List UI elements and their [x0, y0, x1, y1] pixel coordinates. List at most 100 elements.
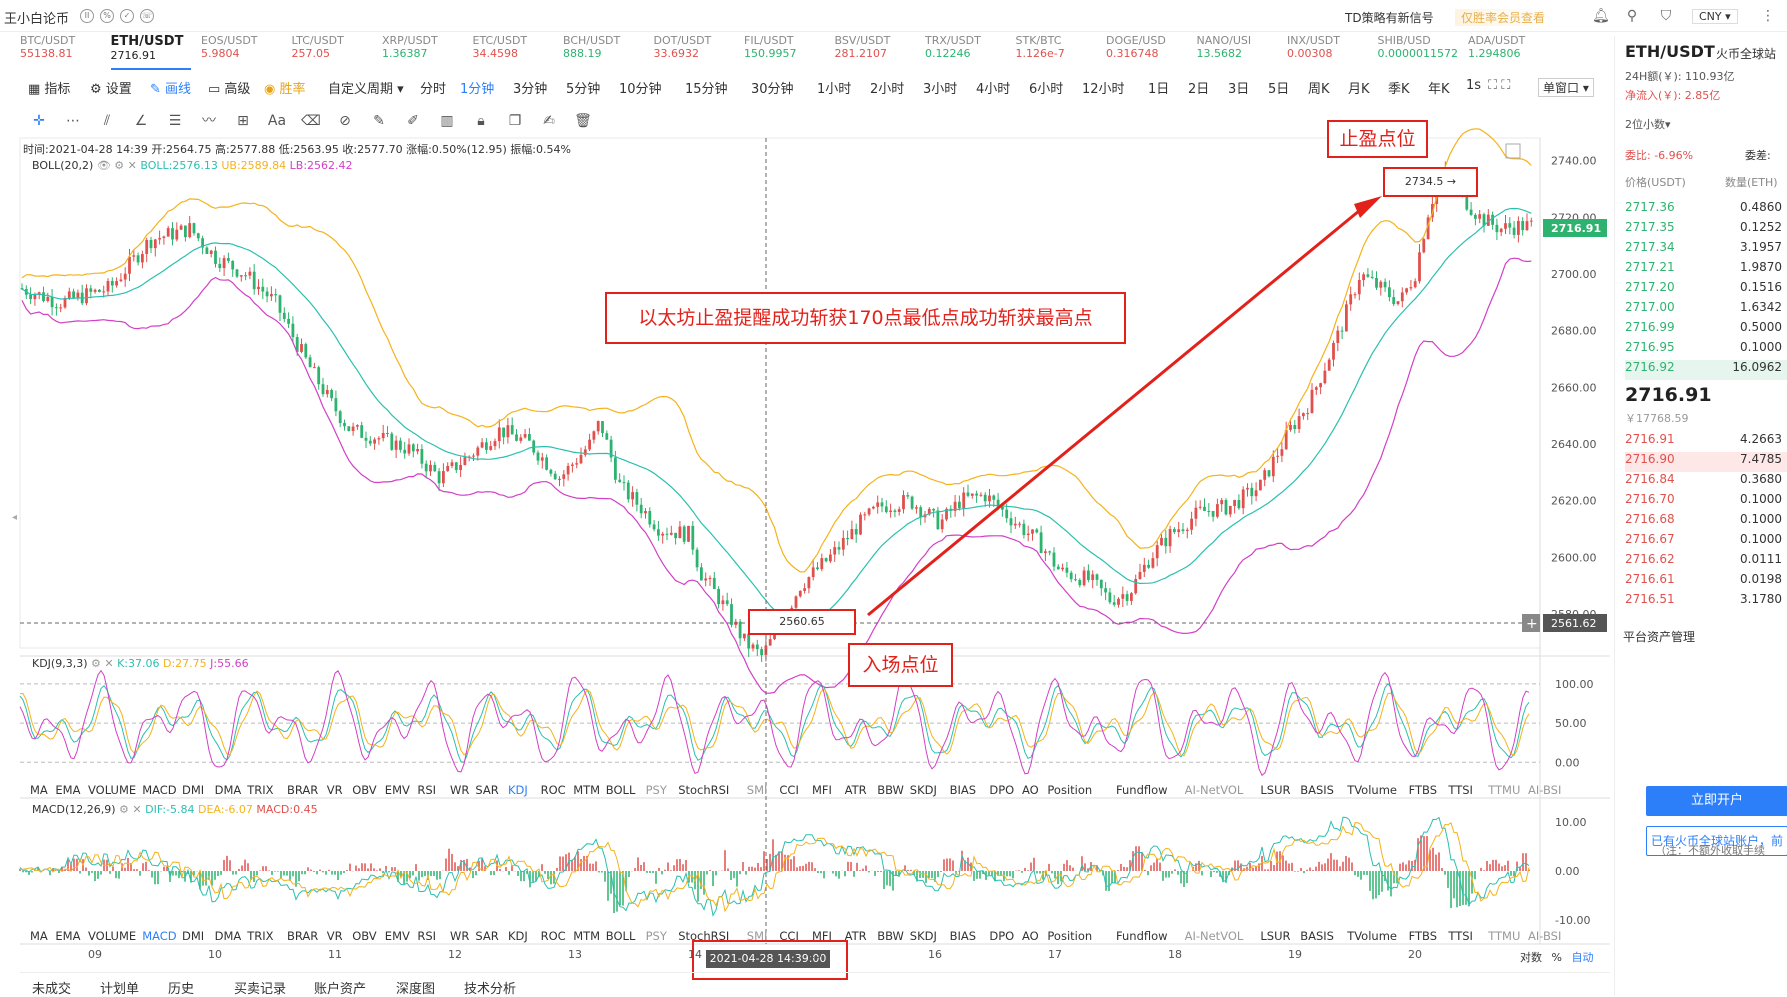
indicator-tab-mfi[interactable]: MFI [812, 783, 832, 797]
brush-icon[interactable]: ✐ [407, 113, 419, 129]
log-scale-toggle[interactable]: 对数 [1520, 951, 1542, 964]
indicator-tab-trix[interactable]: TRIX [247, 783, 274, 797]
indicator-tab-ai-netvol[interactable]: AI-NetVOL [1184, 783, 1244, 797]
window-select[interactable]: 单窗口 ▾ [1538, 78, 1594, 97]
indicator-tab-ftbs[interactable]: FTBS [1408, 929, 1438, 943]
indicator-tab-macd[interactable]: MACD [142, 929, 177, 943]
orderbook-row[interactable]: 2716.99 0.5000 [1625, 320, 1787, 340]
search-icon[interactable]: ⚲ [1626, 8, 1638, 24]
indicator-tab-sar[interactable]: SAR [475, 783, 499, 797]
period-7[interactable]: 1小时 [817, 82, 852, 97]
expand-icon[interactable] [1505, 143, 1521, 159]
indicator-tab-atr[interactable]: ATR [844, 783, 867, 797]
ticker-stk-btc[interactable]: STK/BTC 1.126e-7 [1016, 34, 1096, 70]
interval-label[interactable]: 1s [1466, 78, 1482, 93]
indicator-tab-stochrsi[interactable]: StochRSI [678, 783, 730, 797]
bottom-tab-4[interactable]: 账户资产 [314, 982, 367, 997]
orderbook-row[interactable]: 2717.34 3.1957 [1625, 240, 1787, 260]
period-17[interactable]: 周K [1308, 82, 1330, 97]
period-11[interactable]: 6小时 [1029, 82, 1064, 97]
orderbook-row[interactable]: 2716.90 7.4785 [1625, 452, 1787, 472]
fullscreen-icon[interactable]: ⛶ ⛶ [1488, 78, 1511, 93]
indicator-tab-mtm[interactable]: MTM [573, 783, 601, 797]
orderbook-row[interactable]: 2717.35 0.1252 [1625, 220, 1787, 240]
indicator-tab-wr[interactable]: WR [450, 783, 470, 797]
orderbook-row[interactable]: 2716.68 0.1000 [1625, 512, 1787, 532]
indicator-tab-lsur[interactable]: LSUR [1260, 783, 1291, 797]
indicator-tab-emv[interactable]: EMV [384, 783, 410, 797]
indicator-tab-obv[interactable]: OBV [352, 929, 377, 943]
lock-icon[interactable]: 🔒︎ [477, 113, 485, 129]
indicator-tab-ema[interactable]: EMA [55, 783, 81, 797]
indicator-tab-position[interactable]: Position [1047, 929, 1093, 943]
magnet-icon[interactable]: ⊘ [339, 113, 351, 129]
bottom-tab-3[interactable]: 买卖记录 [234, 982, 287, 997]
orderbook-row[interactable]: 2716.67 0.1000 [1625, 532, 1787, 552]
ticker-doge-usd[interactable]: DOGE/USD 0.316748 [1106, 34, 1186, 70]
percent-toggle[interactable]: % [1551, 951, 1562, 964]
advanced-button[interactable]: ▭ 高级 [208, 78, 250, 97]
indicator-tab-stochrsi[interactable]: StochRSI [678, 929, 730, 943]
custom-period-select[interactable]: 自定义周期 ▾ [328, 82, 404, 97]
period-13[interactable]: 1日 [1148, 82, 1170, 97]
orderbook-row[interactable]: 2717.21 1.9870 [1625, 260, 1787, 280]
copy-icon[interactable]: ❐ [508, 113, 522, 129]
bottom-tab-5[interactable]: 深度图 [396, 982, 436, 997]
trendline-icon[interactable]: ⫽ [103, 113, 111, 129]
indicator-tab-roc[interactable]: ROC [540, 783, 566, 797]
indicator-tab-bias[interactable]: BIAS [949, 783, 977, 797]
indicator-tab-macd[interactable]: MACD [142, 783, 177, 797]
signal-text[interactable]: TD策略有新信号 [1345, 11, 1434, 25]
percent-icon[interactable]: % [100, 9, 114, 23]
indicator-tab-kdj[interactable]: KDJ [508, 783, 528, 797]
indicator-tab-sar[interactable]: SAR [475, 929, 499, 943]
open-account-button[interactable]: 立即开户 [1646, 786, 1787, 816]
indicator-tab-ttsi[interactable]: TTSI [1448, 783, 1473, 797]
period-14[interactable]: 2日 [1188, 82, 1210, 97]
ticker-fil-usdt[interactable]: FIL/USDT 150.9957 [744, 34, 824, 70]
indicator-tab-trix[interactable]: TRIX [247, 929, 274, 943]
period-6[interactable]: 30分钟 [751, 82, 794, 97]
indicator-tab-bbw[interactable]: BBW [877, 929, 904, 943]
orderbook-row[interactable]: 2716.91 4.2663 [1625, 432, 1787, 452]
orderbook-row[interactable]: 2716.62 0.0111 [1625, 552, 1787, 572]
ticker-shib-usd[interactable]: SHIB/USD 0.0000011572 [1378, 34, 1458, 70]
orderbook-row[interactable]: 2716.95 0.1000 [1625, 340, 1787, 360]
indicator-tab-dma[interactable]: DMA [214, 783, 242, 797]
pause-icon[interactable]: II [80, 9, 94, 23]
trash-icon[interactable]: 🗑︎ [574, 113, 592, 129]
indicator-tab-smi[interactable]: SMI [746, 929, 768, 943]
indicator-tab-dmi[interactable]: DMI [182, 929, 205, 943]
orderbook-row[interactable]: 2716.61 0.0198 [1625, 572, 1787, 592]
indicator-tab-psy[interactable]: PSY [645, 783, 667, 797]
indicator-tab-ai-bsi[interactable]: AI-BSI [1528, 783, 1562, 797]
period-19[interactable]: 季K [1388, 82, 1410, 97]
indicator-tab-ftbs[interactable]: FTBS [1408, 783, 1438, 797]
indicator-tab-cci[interactable]: CCI [779, 783, 799, 797]
bottom-tab-2[interactable]: 历史 [168, 982, 195, 997]
ticker-etc-usdt[interactable]: ETC/USDT 34.4598 [473, 34, 553, 70]
period-10[interactable]: 4小时 [976, 82, 1011, 97]
orderbook-row[interactable]: 2716.51 3.1780 [1625, 592, 1787, 612]
indicator-tab-ma[interactable]: MA [30, 929, 48, 943]
bottom-tab-1[interactable]: 计划单 [100, 982, 140, 997]
period-4[interactable]: 10分钟 [619, 82, 662, 97]
channel-icon[interactable]: ☰ [168, 113, 182, 129]
indicator-tab-bias[interactable]: BIAS [949, 929, 977, 943]
ticker-bsv-usdt[interactable]: BSV/USDT 281.2107 [835, 34, 915, 70]
indicator-tab-boll[interactable]: BOLL [605, 783, 636, 797]
period-15[interactable]: 3日 [1228, 82, 1250, 97]
indicator-tab-roc[interactable]: ROC [540, 929, 566, 943]
indicator-tab-rsi[interactable]: RSI [417, 929, 437, 943]
eye-icon[interactable]: 👁︎ ⚙ ✕ [96, 159, 141, 172]
ticker-ada-usdt[interactable]: ADA/USDT 1.294806 [1468, 34, 1548, 70]
indicator-tab-ao[interactable]: AO [1022, 929, 1039, 943]
orderbook-row[interactable]: 2717.20 0.1516 [1625, 280, 1787, 300]
indicator-tab-position[interactable]: Position [1047, 783, 1093, 797]
ticker-xrp-usdt[interactable]: XRP/USDT 1.36387 [382, 34, 462, 70]
ticker-eos-usdt[interactable]: EOS/USDT 5.9804 [201, 34, 281, 70]
bell-icon[interactable]: 🔔︎ [1592, 8, 1610, 24]
settings-button[interactable]: ⚙ 设置 [90, 78, 132, 97]
auto-toggle[interactable]: 自动 [1571, 951, 1594, 964]
existing-account-button[interactable]: 已有火币全球站账户，前 [1646, 826, 1787, 856]
